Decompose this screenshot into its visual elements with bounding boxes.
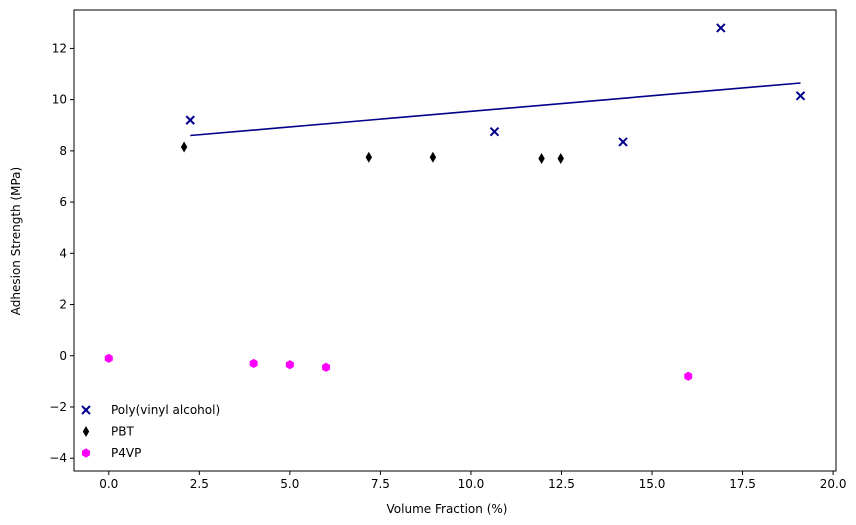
marker-stroke bbox=[618, 137, 628, 147]
series-0 bbox=[185, 23, 806, 147]
legend-label: PBT bbox=[111, 425, 134, 439]
data-point bbox=[104, 353, 113, 363]
data-point bbox=[557, 153, 564, 165]
marker-stroke bbox=[716, 23, 726, 33]
y-tick-label: 10 bbox=[52, 93, 67, 107]
data-point bbox=[716, 23, 726, 33]
y-tick-label: −2 bbox=[49, 400, 67, 414]
legend: Poly(vinyl alcohol) PBT P4VP bbox=[81, 403, 220, 460]
legend-label: Poly(vinyl alcohol) bbox=[111, 403, 220, 417]
plot-area bbox=[104, 23, 806, 381]
x-tick-label: 10.0 bbox=[458, 477, 485, 491]
data-point bbox=[185, 115, 195, 125]
data-point bbox=[322, 362, 331, 372]
x-tick-label: 20.0 bbox=[820, 477, 847, 491]
x-tick-label: 0.0 bbox=[99, 477, 118, 491]
x-tick-label: 15.0 bbox=[639, 477, 666, 491]
data-point bbox=[365, 151, 373, 163]
x-tick-label: 7.5 bbox=[371, 477, 390, 491]
axes: 0.0 2.5 5.0 7.5 10.0 12.5 15.0 17.5 20.0 −4 −2 0 2 4 6… bbox=[49, 9, 847, 491]
x-tick-label: 5.0 bbox=[280, 477, 299, 491]
legend-item: Poly(vinyl alcohol) bbox=[81, 403, 220, 417]
legend-label: P4VP bbox=[111, 446, 141, 460]
data-point bbox=[684, 371, 693, 381]
y-tick-label: 6 bbox=[59, 195, 67, 209]
data-point bbox=[285, 360, 294, 370]
data-point bbox=[429, 151, 437, 163]
marker-stroke bbox=[795, 91, 806, 101]
data-point bbox=[795, 91, 806, 101]
y-tick-label: −4 bbox=[49, 451, 67, 465]
data-point bbox=[180, 141, 188, 153]
data-point bbox=[538, 153, 545, 165]
data-point bbox=[249, 358, 258, 369]
marker-stroke bbox=[489, 126, 500, 137]
trend-line bbox=[190, 82, 801, 137]
legend-marker bbox=[82, 426, 90, 437]
series-1 bbox=[180, 141, 564, 165]
axes-frame bbox=[73, 9, 837, 472]
x-tick-label: 2.5 bbox=[190, 477, 209, 491]
y-tick-label: 0 bbox=[59, 349, 67, 363]
x-tick-label: 17.5 bbox=[729, 477, 756, 491]
legend-marker bbox=[81, 405, 91, 415]
x-axis-title: Volume Fraction (%) bbox=[387, 502, 508, 516]
legend-item: PBT bbox=[82, 425, 134, 439]
y-tick-label: 8 bbox=[59, 144, 67, 158]
marker-stroke bbox=[81, 405, 91, 415]
y-axis-title: Adhesion Strength (MPa) bbox=[9, 167, 23, 315]
y-tick-label: 12 bbox=[52, 41, 67, 55]
y-tick-label: 2 bbox=[59, 298, 67, 312]
legend-item: P4VP bbox=[82, 446, 141, 460]
marker-stroke bbox=[185, 115, 195, 125]
data-point bbox=[618, 137, 628, 147]
data-point bbox=[489, 126, 500, 137]
series-2 bbox=[104, 353, 693, 381]
legend-marker bbox=[82, 448, 90, 458]
x-tick-label: 12.5 bbox=[548, 477, 575, 491]
y-tick-label: 4 bbox=[59, 246, 67, 260]
